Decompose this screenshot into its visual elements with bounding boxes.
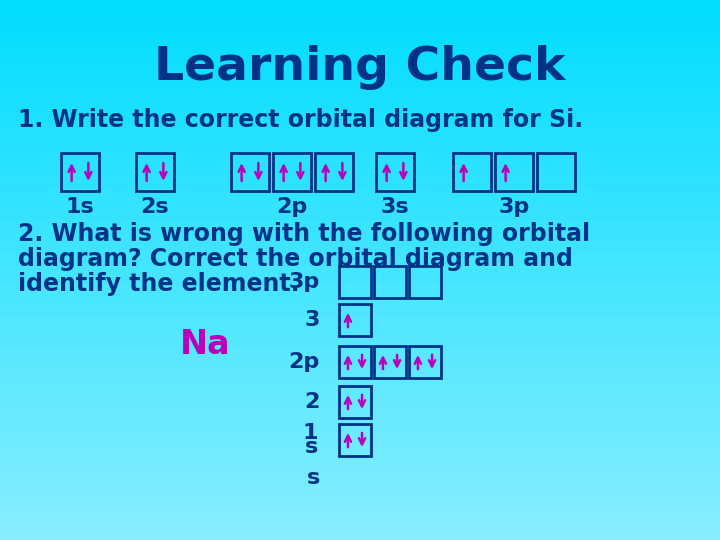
Text: Learning Check: Learning Check (154, 45, 566, 90)
Bar (273, 153, 311, 191)
Text: 1: 1 (302, 423, 318, 443)
Bar (374, 346, 406, 378)
Bar (495, 153, 533, 191)
Text: 2p: 2p (289, 352, 320, 372)
Text: s: s (305, 437, 318, 457)
Bar (231, 153, 269, 191)
Bar (339, 386, 371, 418)
Bar (409, 266, 441, 298)
Bar (376, 153, 414, 191)
Text: 2s: 2s (140, 197, 169, 217)
Text: s: s (307, 468, 320, 488)
Bar (315, 153, 353, 191)
Text: 1. Write the correct orbital diagram for Si.: 1. Write the correct orbital diagram for… (18, 108, 583, 132)
Text: 2p: 2p (276, 197, 307, 217)
Bar (339, 346, 371, 378)
Bar (339, 266, 371, 298)
Bar (374, 266, 406, 298)
Text: Na: Na (180, 328, 230, 361)
Bar (339, 304, 371, 336)
Text: identify the element.: identify the element. (18, 272, 300, 296)
Text: 3: 3 (305, 310, 320, 330)
Bar (409, 346, 441, 378)
Text: diagram? Correct the orbital diagram and: diagram? Correct the orbital diagram and (18, 247, 573, 271)
Text: 2: 2 (305, 392, 320, 412)
Text: 1s: 1s (66, 197, 94, 217)
Bar (136, 153, 174, 191)
Bar (453, 153, 491, 191)
Bar (537, 153, 575, 191)
Text: 3p: 3p (498, 197, 530, 217)
Text: 3p: 3p (289, 272, 320, 292)
Bar (61, 153, 99, 191)
Bar (339, 424, 371, 456)
Text: 3s: 3s (381, 197, 409, 217)
Text: 2. What is wrong with the following orbital: 2. What is wrong with the following orbi… (18, 222, 590, 246)
